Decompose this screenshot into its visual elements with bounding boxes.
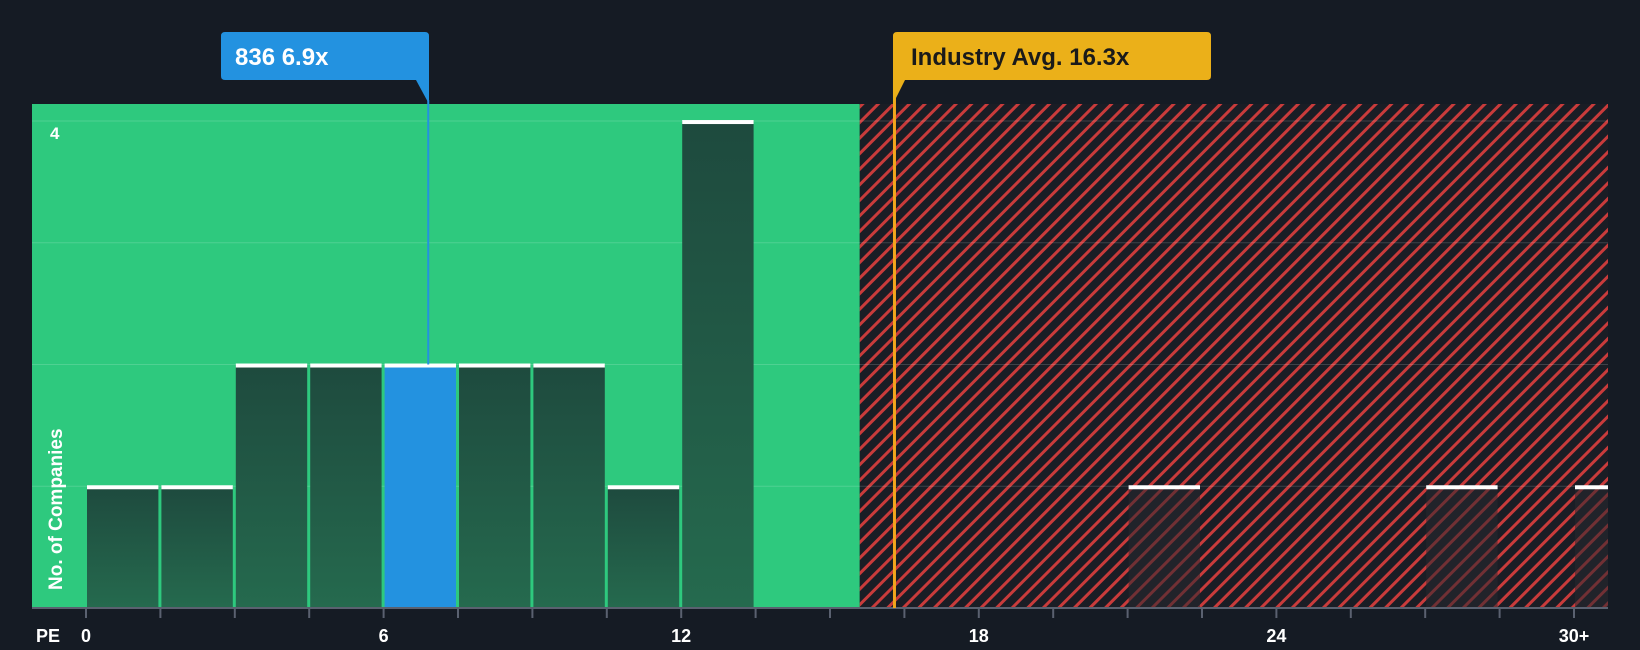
y-tick-label: 4 (50, 124, 60, 143)
histogram-bar (384, 364, 456, 608)
y-axis-label: No. of Companies (46, 428, 67, 590)
histogram-bar (235, 364, 308, 608)
company-callout-label: 836 6.9x (235, 44, 329, 71)
x-axis-label: PE (36, 626, 60, 646)
bar-cap (459, 363, 531, 368)
industry-average-callout (893, 32, 1211, 104)
company-marker: 836 6.9x (221, 32, 430, 365)
industry-average-marker: Industry Avg. 16.3x (892, 32, 1211, 608)
histogram-bar (161, 486, 233, 608)
x-tick-label: 24 (1266, 626, 1286, 646)
bar-cap (533, 363, 605, 368)
bar-cap (161, 485, 233, 490)
histogram-bar (1128, 486, 1200, 608)
histogram-bar (682, 121, 754, 608)
x-tick-label: 0 (81, 626, 91, 646)
histogram-bar (607, 486, 680, 608)
histogram-bar (459, 364, 531, 608)
bar-cap (384, 363, 456, 368)
industry-average-label: Industry Avg. 16.3x (911, 44, 1130, 71)
histogram-bar (87, 486, 159, 608)
histogram-bar (533, 364, 605, 608)
histogram-bar (1426, 486, 1498, 608)
bar-cap (235, 363, 308, 368)
x-tick-label: 18 (969, 626, 989, 646)
x-tick-label: 30+ (1559, 626, 1590, 646)
bar-cap (1426, 485, 1498, 490)
x-axis-ticks: 0 6 12 18 24 30+ (81, 608, 1589, 646)
company-callout (221, 32, 429, 104)
bar-cap (310, 363, 382, 368)
bar-cap (1575, 485, 1608, 490)
bar-cap (87, 485, 159, 490)
histogram-bar (310, 364, 382, 608)
bar-cap (682, 120, 754, 125)
x-tick-label: 6 (379, 626, 389, 646)
histogram-bar (1575, 486, 1608, 608)
bar-cap (1128, 485, 1200, 490)
histogram-bars (87, 120, 1608, 608)
bar-cap (607, 485, 680, 490)
x-tick-label: 12 (671, 626, 691, 646)
